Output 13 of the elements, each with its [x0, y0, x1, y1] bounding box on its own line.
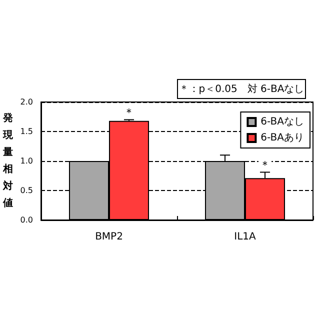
- y-tick-label: 0.5: [20, 186, 33, 195]
- text: ＊：p＜0.05 対 6-BAなし: [178, 83, 304, 95]
- legend-label: 6-BAあり: [260, 132, 304, 144]
- x-tick-label: BMP2: [95, 232, 123, 242]
- x-tick-label: IL1A: [234, 232, 256, 242]
- y-tick-label: 1.0: [20, 156, 33, 166]
- y-axis-title: 発現量相対値: [2, 112, 14, 209]
- annotation: ＊: [260, 158, 270, 172]
- y-tick-label: 1.5: [20, 127, 33, 136]
- y-tick-label: 0.0: [20, 216, 33, 224]
- annotation: ＊: [124, 106, 134, 120]
- y-tick-label: 2.0: [20, 98, 33, 106]
- legend-label: 6-BAなし: [260, 116, 304, 128]
